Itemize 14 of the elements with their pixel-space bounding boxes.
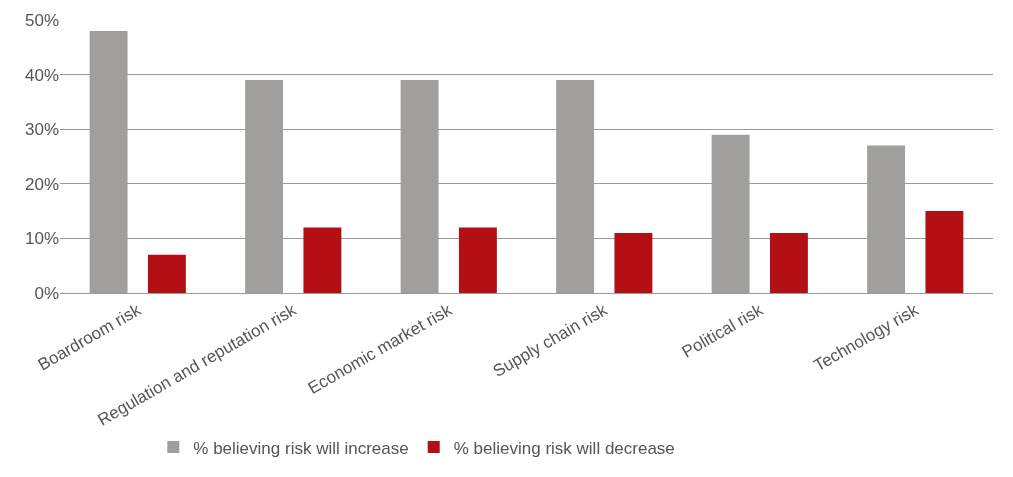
y-tick-label: 50% — [24, 10, 59, 30]
y-tick-label: 40% — [24, 65, 59, 85]
bar — [147, 254, 186, 293]
y-tick-label: 30% — [24, 120, 59, 140]
bar — [458, 227, 497, 293]
y-tick-label: 20% — [24, 174, 59, 194]
y-tick-label: 0% — [34, 283, 59, 303]
bar — [769, 232, 808, 293]
bar — [303, 227, 342, 293]
y-tick-label: 10% — [24, 229, 59, 249]
bar — [925, 211, 964, 293]
legend-label: % believing risk will increase — [193, 438, 409, 458]
bar — [614, 232, 653, 293]
legend-label: % believing risk will decrease — [453, 438, 675, 458]
